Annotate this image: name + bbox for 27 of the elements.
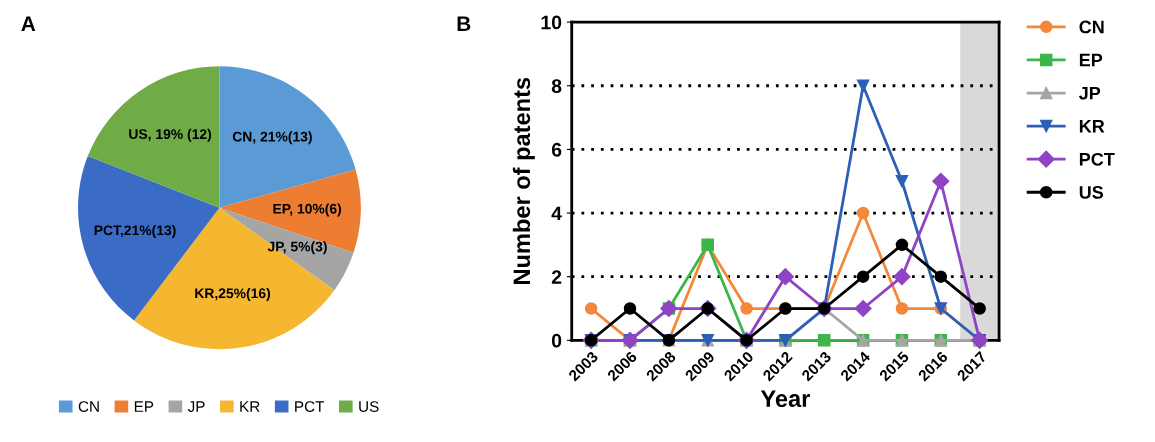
data-label: CN, 21%(13) [232, 131, 312, 145]
data-label: PCT,21%(13) [94, 225, 176, 238]
legend-label: CN [78, 401, 99, 412]
y-tick-label: 0 [551, 333, 562, 348]
y-tick-label: 4 [551, 206, 562, 221]
chart-title: A [21, 16, 36, 31]
data-label: US, 19% (12) [129, 128, 212, 142]
y-tick-label: 8 [551, 79, 562, 93]
legend-label: US [359, 401, 379, 412]
legend-label: KR [1079, 120, 1105, 133]
legend-label: KR [240, 401, 260, 412]
legend-label: PCT [295, 401, 325, 412]
y-tick-label: 10 [541, 15, 562, 30]
data-label: KR,25%(16) [195, 287, 271, 301]
y-tick-label: 6 [551, 142, 562, 157]
legend-label: PCT [1079, 152, 1115, 166]
legend-label: EP [1079, 53, 1103, 67]
chart-title: B [457, 16, 471, 31]
x-axis-title: Year [760, 390, 810, 408]
y-tick-label: 2 [551, 270, 562, 284]
legend-label: US [1079, 185, 1104, 199]
data-label: EP, 10%(6) [273, 203, 342, 217]
legend-label: EP [134, 401, 154, 412]
legend-label: CN [1079, 20, 1104, 34]
legend-label: JP [1078, 86, 1101, 100]
legend-label: JP [187, 401, 205, 412]
y-axis-title: Number of patents [512, 77, 535, 284]
